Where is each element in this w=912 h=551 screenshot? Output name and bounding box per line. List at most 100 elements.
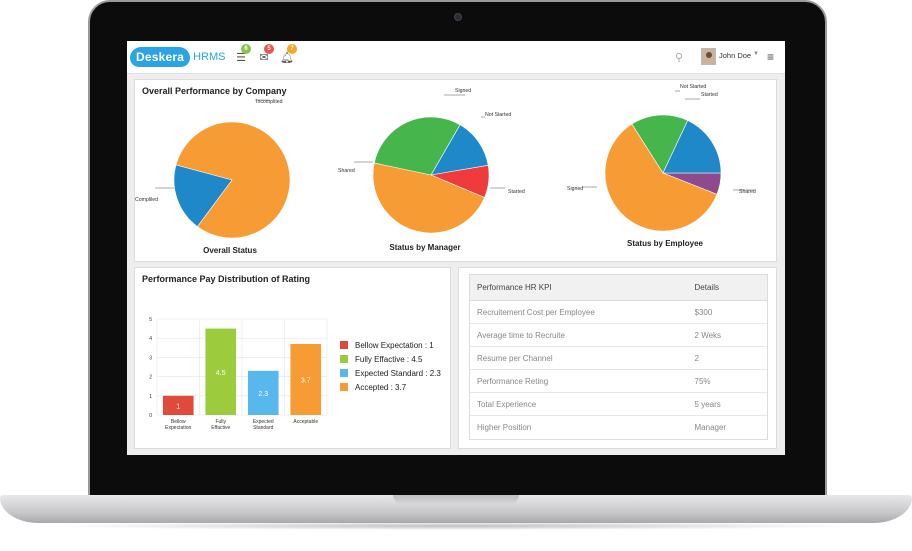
overall-performance-panel: Overall Performance by Company Compliled…	[134, 79, 777, 262]
pie-caption-manager: Status by Manager	[389, 243, 461, 252]
legend-label: Fully Effactive : 4.5	[355, 354, 423, 364]
list-icon[interactable]: ☰ 6	[234, 44, 251, 65]
pie-label: Signed	[455, 88, 471, 94]
table-row[interactable]: Performance Reting 75%	[470, 370, 767, 393]
y-tick-label: 0	[149, 413, 152, 419]
legend-item: Expected Standard : 2.3	[340, 366, 441, 380]
kpi-header-metric: Performance HR KPI	[477, 283, 552, 292]
pie-charts: Compliled Incomplited Signed Not Started Sta…	[135, 84, 756, 239]
bar	[247, 370, 279, 415]
pie-slice	[430, 124, 489, 176]
kpi-value: Manager	[694, 423, 727, 432]
x-tick-label: Expectation	[165, 425, 191, 431]
kpi-metric: Resume per Channel	[477, 353, 553, 363]
bar	[205, 328, 237, 415]
laptop-shadow	[40, 522, 872, 530]
mail-badge: 5	[264, 44, 274, 54]
legend-swatch	[340, 341, 348, 349]
pie-slice	[175, 121, 291, 239]
y-tick-label: 2	[149, 375, 152, 381]
bar	[162, 395, 194, 415]
kpi-table-header: Performance HR KPI Details	[470, 275, 767, 301]
kpi-header-details: Details	[694, 283, 719, 292]
pie-label: Not Started	[485, 112, 511, 118]
kpi-metric: Total Experience	[477, 399, 537, 409]
legend-label: Expected Standard : 2.3	[355, 368, 441, 378]
pie-slice	[373, 116, 461, 176]
kpi-metric: Higher Position	[477, 423, 532, 432]
logo-suffix: HRMS	[193, 51, 226, 63]
table-row[interactable]: Total Experience 5 years	[470, 393, 767, 416]
pie-slice	[662, 120, 722, 174]
table-row[interactable]: Higher Position Manager	[470, 416, 767, 439]
kpi-table: Performance HR KPI Details Recruitement …	[469, 274, 768, 440]
y-tick-label: 3	[149, 355, 152, 361]
pie-label: Signed	[567, 186, 583, 192]
y-tick-label: 4	[149, 336, 152, 342]
list-badge: 6	[241, 44, 251, 54]
top-navbar: Deskera HRMS ☰ 6 ✉ 5 🔔︎ 7 ⚲ John Doe ▼ ≡	[127, 41, 785, 74]
deskera-logo[interactable]: Deskera HRMS	[130, 45, 226, 69]
table-row[interactable]: Average time to Recruite 2 Weks	[470, 324, 767, 347]
bar-value-label: 4.5	[216, 370, 226, 377]
app-screen: Deskera HRMS ☰ 6 ✉ 5 🔔︎ 7 ⚲ John Doe ▼ ≡…	[127, 41, 785, 455]
bar-value-label: 2.3	[258, 391, 268, 398]
y-tick-label: 5	[149, 317, 152, 323]
mail-icon[interactable]: ✉ 5	[257, 44, 274, 65]
pie-label: Started	[508, 189, 525, 195]
bar	[290, 343, 322, 415]
camera-icon	[454, 13, 462, 21]
legend-item: Accepted : 3.7	[340, 380, 441, 394]
bar-value-label: 1	[176, 403, 180, 410]
legend-swatch	[340, 355, 348, 363]
x-tick-label: Effactive	[211, 425, 230, 431]
bell-icon[interactable]: 🔔︎ 7	[280, 44, 297, 65]
kpi-metric: Recruitement Cost per Employee	[477, 307, 595, 317]
pie-caption-employee: Status by Employee	[626, 239, 704, 248]
laptop-notch	[393, 495, 519, 504]
pie-label: Started	[701, 92, 718, 98]
menu-icon[interactable]: ≡	[767, 50, 775, 64]
pie-label: Shared	[338, 168, 355, 174]
x-tick-label: Standard	[253, 425, 274, 431]
kpi-value: 2	[694, 353, 699, 363]
kpi-metric: Performance Reting	[477, 376, 549, 386]
bell-badge: 7	[287, 44, 297, 54]
kpi-value: 5 years	[694, 399, 721, 409]
legend-item: Fully Effactive : 4.5	[340, 352, 441, 366]
legend-swatch	[340, 369, 348, 377]
table-row[interactable]: Recruitement Cost per Employee $300	[470, 301, 767, 324]
table-row[interactable]: Resume per Channel 2	[470, 347, 767, 370]
legend-label: Bellow Expectation : 1	[355, 340, 434, 350]
kpi-value: $300	[694, 307, 713, 317]
y-tick-label: 1	[149, 394, 152, 400]
bar-legend: Bellow Expectation : 1 Fully Effactive :…	[340, 338, 441, 394]
pie-slice	[173, 164, 233, 227]
kpi-metric: Average time to Recruite	[477, 330, 565, 340]
avatar[interactable]	[701, 48, 716, 65]
logo-text: Deskera	[130, 47, 191, 67]
x-tick-label: Expected	[253, 419, 274, 425]
x-tick-label: Fully	[215, 419, 226, 425]
pie-label: Compliled	[135, 197, 158, 203]
search-icon[interactable]: ⚲	[675, 52, 684, 64]
x-tick-label: Bellow	[171, 419, 186, 425]
pie-slice	[631, 114, 689, 174]
panel-title: Overall Performance by Company	[142, 86, 287, 96]
legend-item: Bellow Expectation : 1	[340, 338, 441, 352]
user-name[interactable]: John Doe	[719, 51, 752, 60]
pie-slice	[604, 123, 718, 232]
pie-label: Incomplited	[256, 99, 283, 105]
chevron-down-icon[interactable]: ▼	[753, 51, 759, 57]
panel-title: Performance Pay Distribution of Rating	[142, 274, 311, 284]
bar-value-label: 3.7	[301, 377, 311, 384]
kpi-panel: Performance HR KPI Details Recruitement …	[458, 267, 777, 449]
pie-label: Shared	[739, 189, 756, 195]
kpi-value: 75%	[694, 376, 711, 386]
legend-label: Accepted : 3.7	[355, 382, 407, 392]
kpi-value: 2 Weks	[694, 330, 722, 340]
pie-label: Not Started	[680, 84, 706, 90]
pie-caption-overall: Overall Status	[203, 246, 257, 255]
legend-swatch	[340, 383, 348, 391]
